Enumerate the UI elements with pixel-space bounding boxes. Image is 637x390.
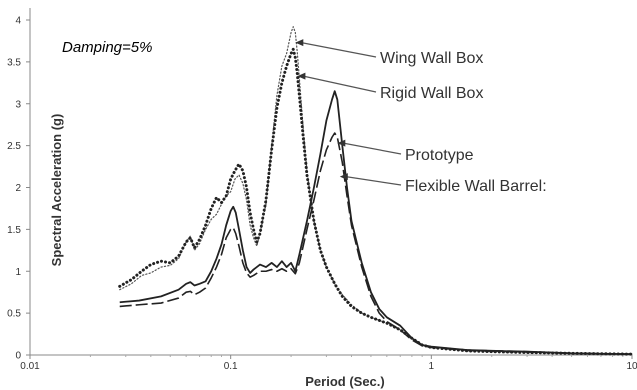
y-tick-label: 0.5: [7, 309, 21, 320]
label-leader-line: [343, 142, 402, 155]
x-tick-label: 1: [429, 361, 435, 372]
y-axis-title: Spectral Acceleration (g): [49, 114, 64, 267]
series-label: Flexible Wall Barrel:: [405, 178, 547, 195]
series-lines: [118, 26, 634, 356]
x-tick-label: 10: [626, 361, 637, 372]
series-line-flexible-wall-barrel: [119, 132, 633, 355]
x-tick-labels: 0.01 0.1 1 10: [20, 355, 637, 372]
series-label: Wing Wall Box: [380, 50, 483, 67]
y-tick-label: 3.5: [7, 57, 21, 68]
y-tick-label: 3: [15, 99, 21, 110]
label-leader-line: [301, 42, 377, 58]
damping-annotation: Damping=5%: [62, 39, 152, 56]
label-leader-line: [303, 75, 377, 93]
series-line-rigid-wall-box: [118, 47, 634, 356]
y-tick-label: 4: [15, 16, 21, 27]
series-labels: Wing Wall Box Rigid Wall Box Prototype Flex…: [295, 39, 547, 195]
series-line-prototype: [119, 90, 633, 356]
y-tick-label: 2.5: [7, 141, 21, 152]
label-leader-line: [345, 176, 402, 186]
label-arrowhead: [339, 173, 348, 181]
label-arrowhead: [295, 39, 304, 47]
series-label: Rigid Wall Box: [380, 85, 483, 102]
y-tick-label: 1: [15, 267, 21, 278]
x-axis-title: Period (Sec.): [305, 374, 384, 389]
x-tick-label: 0.01: [20, 361, 40, 372]
y-tick-label: 2: [15, 183, 21, 194]
label-arrowhead: [297, 72, 306, 80]
series-line-wing-wall-box: [119, 26, 633, 355]
y-tick-label: 1.5: [7, 225, 21, 236]
label-arrowhead: [337, 139, 346, 147]
y-tick-label: 0: [15, 351, 21, 362]
y-tick-labels: 0 0.5 1 1.5 2 2.5 3 3.5 4: [7, 16, 30, 362]
series-label: Prototype: [405, 147, 474, 164]
x-tick-label: 0.1: [224, 361, 238, 372]
